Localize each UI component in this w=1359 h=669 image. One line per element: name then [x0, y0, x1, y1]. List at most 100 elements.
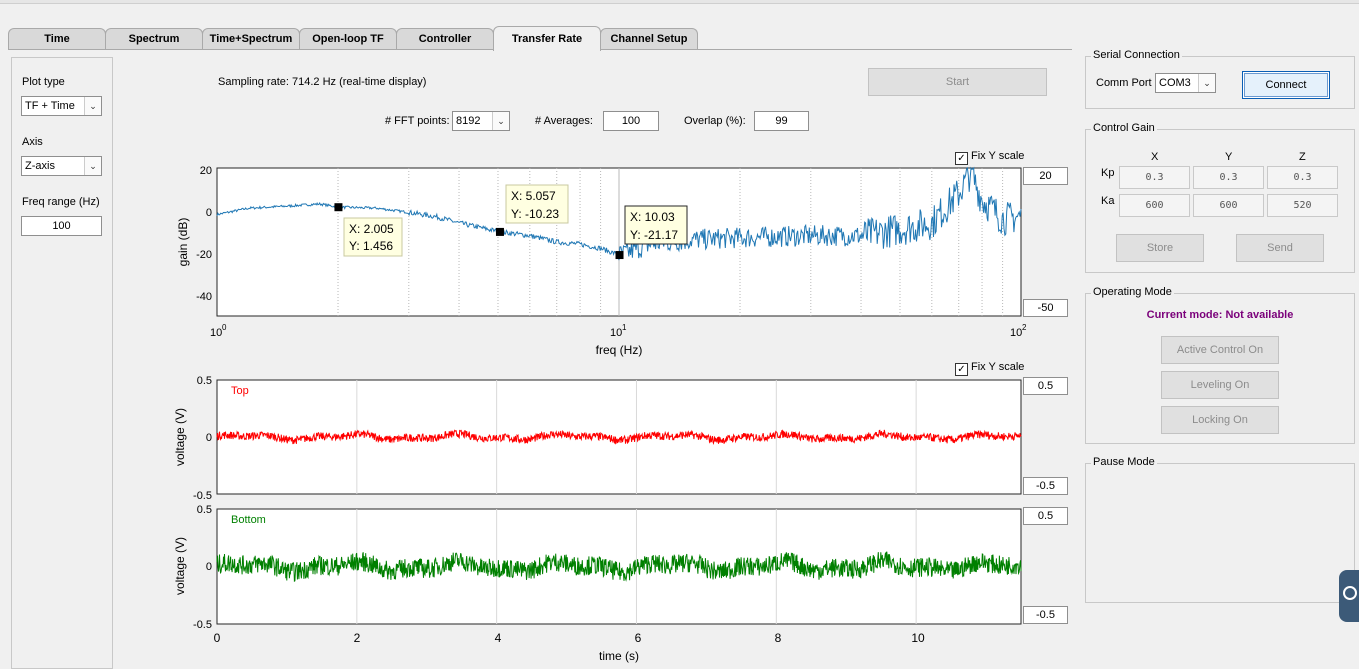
tab-time-spectrum[interactable]: Time+Spectrum — [202, 28, 300, 50]
active-control-button[interactable]: Active Control On — [1161, 336, 1279, 364]
kp-z-input[interactable]: 0.3 — [1267, 166, 1338, 189]
bottom-ymin-input[interactable]: -0.5 — [1023, 606, 1068, 624]
tf-ymin-input[interactable]: -50 — [1023, 299, 1068, 317]
tab-channel-setup[interactable]: Channel Setup — [600, 28, 698, 50]
datatip-1[interactable]: X: 2.005 Y: 1.456 — [343, 217, 403, 257]
operating-mode-group: Operating Mode — [1085, 286, 1355, 444]
tf-datatip-markers — [334, 203, 624, 260]
tf-ytick: 0 — [206, 207, 212, 219]
operating-mode-title: Operating Mode — [1091, 286, 1174, 298]
sampling-rate-text: Sampling rate: 714.2 Hz (real-time displ… — [218, 76, 427, 88]
tf-xtick-base: 10 — [610, 327, 622, 339]
check-icon: ✓ — [955, 152, 968, 165]
connect-button[interactable]: Connect — [1242, 71, 1330, 99]
tab-open-loop-tf[interactable]: Open-loop TF — [299, 28, 397, 50]
fft-points-select[interactable]: 8192 ⌄ — [452, 111, 510, 131]
ka-y-input[interactable]: 600 — [1193, 194, 1264, 217]
comm-port-value: COM3 — [1159, 77, 1191, 89]
comm-port-select[interactable]: COM3 ⌄ — [1155, 73, 1216, 93]
kp-y-input[interactable]: 0.3 — [1193, 166, 1264, 189]
bottom-ytick: 0.5 — [197, 504, 212, 516]
plot-type-value: TF + Time — [25, 100, 75, 112]
tab-time[interactable]: Time — [8, 28, 106, 50]
time-xtick: 8 — [775, 631, 782, 645]
datatip-marker-3[interactable] — [615, 251, 624, 260]
time-xticks: 0 2 4 6 8 10 — [214, 631, 925, 645]
top-ytick: 0.5 — [197, 375, 212, 387]
tf-ylabel: gain (dB) — [176, 218, 190, 267]
datatip-3[interactable]: X: 10.03 Y: -21.17 — [624, 205, 688, 245]
bottom-series-label: Bottom — [231, 514, 266, 526]
current-mode-text: Current mode: Not available — [1146, 309, 1294, 321]
tf-ytick: 20 — [200, 165, 212, 177]
overlap-input[interactable]: 99 — [754, 111, 809, 131]
tf-gain-plot: 20 0 -20 -40 10 0 10 1 10 2 freq (Hz) ga… — [176, 165, 1027, 357]
tf-gain-line — [216, 166, 1022, 261]
tf-xtick-base: 10 — [1010, 327, 1022, 339]
datatip-2[interactable]: X: 5.057 Y: -10.23 — [505, 184, 569, 224]
chevron-down-icon: ⌄ — [492, 112, 509, 130]
ka-x-input[interactable]: 600 — [1119, 194, 1190, 217]
side-dock-handle[interactable] — [1339, 570, 1359, 622]
chevron-down-icon: ⌄ — [84, 157, 101, 175]
time-fix-y-scale-checkbox[interactable]: ✓ Fix Y scale — [955, 361, 1024, 376]
bottom-ytick: -0.5 — [193, 619, 212, 631]
top-ylabel: voltage (V) — [173, 408, 187, 466]
tab-controller[interactable]: Controller — [396, 28, 494, 50]
window-top-edge — [0, 0, 1359, 4]
tf-ymax-input[interactable]: 20 — [1023, 167, 1068, 185]
tf-ytick: -20 — [196, 249, 212, 261]
plot-type-select[interactable]: TF + Time ⌄ — [21, 96, 102, 116]
serial-connection-group: Serial Connection — [1085, 49, 1355, 109]
bottom-ytick: 0 — [206, 561, 212, 573]
datatip-2-x: X: 5.057 — [511, 189, 556, 203]
left-settings-panel — [11, 57, 113, 669]
send-button[interactable]: Send — [1236, 234, 1324, 262]
axis-value: Z-axis — [25, 160, 55, 172]
datatip-3-x: X: 10.03 — [630, 210, 675, 224]
averages-input[interactable]: 100 — [603, 111, 659, 131]
time-xlabel: time (s) — [599, 649, 639, 663]
time-fix-y-label: Fix Y scale — [971, 361, 1025, 373]
time-xtick: 4 — [495, 631, 502, 645]
chevron-down-icon: ⌄ — [84, 97, 101, 115]
leveling-button[interactable]: Leveling On — [1161, 371, 1279, 399]
top-ymin-input[interactable]: -0.5 — [1023, 477, 1068, 495]
serial-connection-title: Serial Connection — [1091, 49, 1182, 61]
start-button[interactable]: Start — [868, 68, 1047, 96]
chevron-down-icon: ⌄ — [1198, 74, 1215, 92]
axis-select[interactable]: Z-axis ⌄ — [21, 156, 102, 176]
kp-x-input[interactable]: 0.3 — [1119, 166, 1190, 189]
tf-xtick-base: 10 — [210, 327, 222, 339]
freq-range-label: Freq range (Hz) — [22, 196, 100, 208]
fft-points-value: 8192 — [456, 115, 481, 127]
averages-label: # Averages: — [535, 115, 593, 127]
tab-transfer-rate[interactable]: Transfer Rate — [493, 26, 601, 51]
comm-port-label: Comm Port — [1096, 77, 1152, 89]
datatip-3-y: Y: -21.17 — [630, 228, 678, 242]
swap-icon — [1343, 586, 1357, 600]
top-axes-box — [216, 379, 1022, 495]
check-icon: ✓ — [955, 363, 968, 376]
locking-button[interactable]: Locking On — [1161, 406, 1279, 434]
bottom-signal-line — [216, 551, 1022, 582]
top-ymax-input[interactable]: 0.5 — [1023, 377, 1068, 395]
gain-col-z: Z — [1299, 151, 1306, 163]
pause-mode-title: Pause Mode — [1091, 456, 1157, 468]
tf-xtick-exp: 1 — [622, 323, 627, 332]
bottom-ymax-input[interactable]: 0.5 — [1023, 507, 1068, 525]
kp-label: Kp — [1101, 167, 1115, 179]
time-xtick: 2 — [354, 631, 361, 645]
tab-spectrum[interactable]: Spectrum — [105, 28, 203, 50]
fft-points-label: # FFT points: — [385, 115, 450, 127]
datatip-1-y: Y: 1.456 — [349, 239, 393, 253]
tf-xtick-exp: 0 — [222, 323, 227, 332]
tf-fix-y-scale-checkbox[interactable]: ✓ Fix Y scale — [955, 150, 1024, 165]
top-ytick: 0 — [206, 432, 212, 444]
datatip-marker-2[interactable] — [495, 227, 504, 236]
pause-mode-group: Pause Mode — [1085, 456, 1355, 603]
store-button[interactable]: Store — [1116, 234, 1204, 262]
freq-range-input[interactable]: 100 — [21, 216, 102, 236]
ka-z-input[interactable]: 520 — [1267, 194, 1338, 217]
datatip-marker-1[interactable] — [334, 203, 343, 212]
